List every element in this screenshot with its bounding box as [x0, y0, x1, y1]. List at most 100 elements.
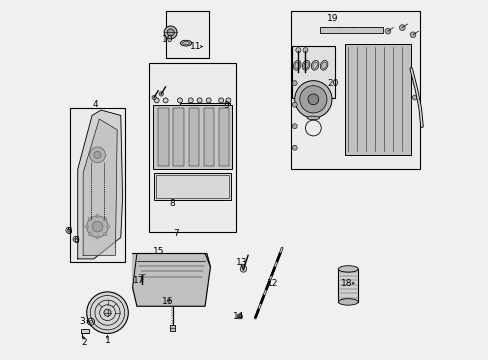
Circle shape — [336, 27, 341, 32]
Circle shape — [164, 26, 177, 39]
Circle shape — [240, 266, 246, 272]
Bar — [158, 108, 169, 166]
Bar — [166, 12, 209, 58]
Text: 20: 20 — [327, 79, 339, 88]
Circle shape — [238, 315, 241, 318]
Text: 14: 14 — [233, 312, 244, 321]
Bar — [290, 12, 419, 169]
Circle shape — [346, 59, 350, 64]
Bar — [291, 45, 334, 98]
Circle shape — [89, 147, 105, 163]
Ellipse shape — [293, 60, 301, 70]
Bar — [173, 108, 184, 166]
Text: 3: 3 — [79, 317, 84, 326]
Ellipse shape — [88, 217, 91, 220]
Circle shape — [292, 102, 297, 107]
Ellipse shape — [106, 226, 110, 228]
Text: 5: 5 — [66, 227, 72, 236]
Text: 11: 11 — [189, 42, 201, 51]
Bar — [188, 108, 199, 166]
Polygon shape — [78, 110, 122, 259]
Circle shape — [188, 98, 193, 103]
Bar — [81, 329, 88, 333]
Circle shape — [405, 117, 409, 121]
Circle shape — [405, 131, 409, 135]
Bar — [153, 105, 231, 169]
Circle shape — [322, 27, 327, 32]
Circle shape — [405, 45, 409, 49]
Circle shape — [292, 124, 297, 129]
Ellipse shape — [88, 233, 91, 236]
Circle shape — [165, 297, 172, 304]
Circle shape — [139, 270, 145, 278]
Bar — [338, 269, 357, 302]
Bar — [154, 173, 231, 200]
Circle shape — [405, 103, 409, 107]
Circle shape — [94, 151, 101, 158]
Circle shape — [237, 314, 242, 319]
Circle shape — [92, 221, 102, 232]
Circle shape — [365, 27, 370, 32]
Circle shape — [299, 86, 326, 113]
Bar — [218, 108, 229, 166]
Circle shape — [67, 229, 70, 231]
Circle shape — [395, 66, 400, 71]
Circle shape — [346, 131, 350, 135]
Text: 10: 10 — [162, 35, 173, 44]
Circle shape — [346, 103, 350, 107]
Ellipse shape — [302, 60, 309, 70]
Circle shape — [177, 98, 182, 103]
Ellipse shape — [96, 235, 99, 239]
Bar — [70, 108, 125, 262]
Text: 12: 12 — [266, 279, 278, 288]
Circle shape — [406, 81, 411, 86]
Circle shape — [206, 98, 211, 103]
Text: 6: 6 — [73, 236, 79, 245]
Text: 7: 7 — [173, 229, 179, 238]
Circle shape — [405, 88, 409, 93]
Ellipse shape — [96, 214, 99, 218]
Circle shape — [405, 59, 409, 64]
Circle shape — [346, 88, 350, 93]
Text: 9: 9 — [223, 101, 228, 110]
Text: 2: 2 — [81, 338, 86, 347]
Circle shape — [295, 48, 300, 53]
Ellipse shape — [103, 233, 106, 236]
Circle shape — [154, 98, 159, 103]
Bar — [156, 175, 229, 198]
Text: 1: 1 — [104, 336, 110, 345]
Circle shape — [294, 81, 331, 118]
Text: 19: 19 — [326, 14, 337, 23]
Bar — [319, 27, 382, 33]
Ellipse shape — [306, 116, 319, 120]
Circle shape — [346, 45, 350, 49]
Circle shape — [346, 74, 350, 78]
Circle shape — [152, 95, 156, 100]
Circle shape — [292, 145, 297, 150]
Circle shape — [351, 27, 356, 32]
Text: 8: 8 — [169, 199, 175, 208]
Ellipse shape — [180, 40, 191, 46]
Circle shape — [405, 74, 409, 78]
Text: 16: 16 — [162, 297, 173, 306]
Text: 4: 4 — [93, 100, 98, 109]
Ellipse shape — [320, 60, 327, 70]
Circle shape — [384, 28, 390, 34]
Circle shape — [86, 216, 108, 237]
Circle shape — [86, 292, 128, 333]
Circle shape — [303, 48, 307, 53]
Circle shape — [104, 309, 111, 316]
Circle shape — [218, 98, 223, 103]
Circle shape — [197, 98, 202, 103]
Circle shape — [346, 145, 350, 150]
Bar — [344, 44, 410, 155]
Circle shape — [346, 117, 350, 121]
Ellipse shape — [311, 60, 318, 70]
Circle shape — [292, 81, 297, 86]
Circle shape — [225, 98, 230, 103]
Ellipse shape — [103, 217, 106, 220]
Circle shape — [167, 29, 174, 36]
Circle shape — [411, 95, 416, 100]
Circle shape — [163, 98, 168, 103]
Bar — [203, 108, 214, 166]
